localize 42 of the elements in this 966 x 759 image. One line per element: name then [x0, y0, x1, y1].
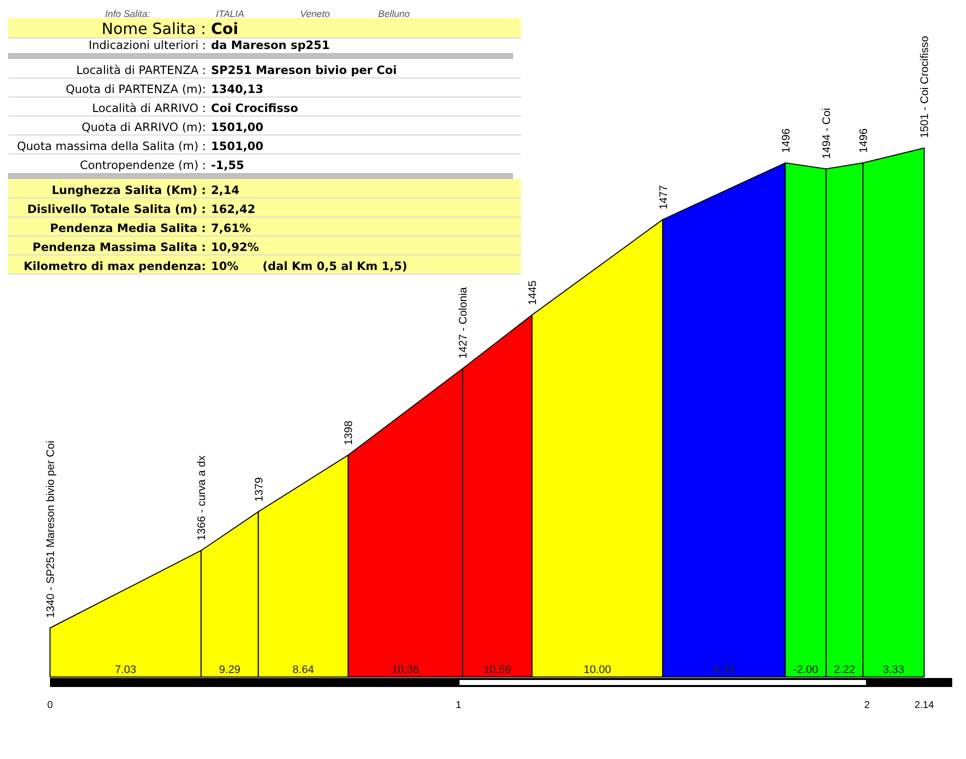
- data-label: 1366 - curva a dx: [196, 454, 208, 540]
- annotation: 8.64: [292, 664, 314, 676]
- data-label: 1501 - Coi Crocifisso: [919, 36, 932, 138]
- data-label: 1477: [658, 185, 670, 210]
- annotation: 2.22: [834, 664, 856, 676]
- annotation: -2.00: [793, 664, 818, 676]
- x-tick-label: 2: [864, 700, 870, 711]
- data-label: 1398: [343, 420, 356, 446]
- text: Quota di ARRIVO (m): 1501,00: [82, 120, 264, 134]
- text: Veneto: [300, 9, 330, 20]
- text: Località di ARRIVO : Coi Crocifisso: [92, 101, 298, 115]
- data-label: 1379: [253, 477, 266, 502]
- data-label: 1445: [527, 280, 540, 305]
- text: Nome Salita : Coi: [102, 20, 238, 38]
- text: Quota di PARTENZA (m): 1340,13: [66, 82, 264, 96]
- text: Località di PARTENZA : SP251 Mareson bivio per Coi: [76, 63, 397, 77]
- data-label: 1340 - SP251 Mareson bivio per Coi: [45, 440, 57, 618]
- x-tick-label: 0: [47, 700, 54, 711]
- text: Info Salita:: [105, 9, 150, 20]
- annotation: Contropendenze (m) : -1,55: [80, 158, 244, 172]
- data-label: 1496: [858, 128, 870, 153]
- annotation: 9.29: [219, 664, 240, 676]
- text: Indicazioni ulteriori : da Mareson sp251: [88, 38, 330, 52]
- annotation: 10.00: [584, 664, 612, 676]
- annotation: 10.59: [484, 664, 512, 676]
- annotation: Quota massima della Salita (m) : 1501,00: [16, 139, 264, 153]
- text: Belluno: [378, 9, 410, 20]
- x-tick-label: 2.14: [914, 700, 934, 711]
- data-label: 1427 - Colonia: [458, 286, 470, 359]
- annotation: Dislivello Totale Salita (m) : 162,42: [27, 202, 256, 216]
- x-tick-label: 1: [456, 700, 462, 711]
- annotation: 7.03: [114, 664, 136, 676]
- annotation: 10.36: [392, 664, 420, 676]
- annotation: 3.33: [882, 664, 904, 676]
- annotation: Pendenza Massima Salita : 10,92%: [32, 240, 260, 254]
- annotation: Lunghezza Salita (Km) : 2,14: [52, 183, 240, 197]
- annotation: 6.33: [713, 664, 735, 676]
- data-label: 1496: [780, 128, 792, 153]
- annotation: Kilometro di max pendenza: 10% (dal Km 0,5 al Km 1,5): [24, 259, 408, 273]
- text: ITALIA: [216, 9, 244, 20]
- data-label: 1494 - Coi: [821, 108, 834, 159]
- annotation: Pendenza Media Salita : 7,61%: [50, 221, 252, 235]
